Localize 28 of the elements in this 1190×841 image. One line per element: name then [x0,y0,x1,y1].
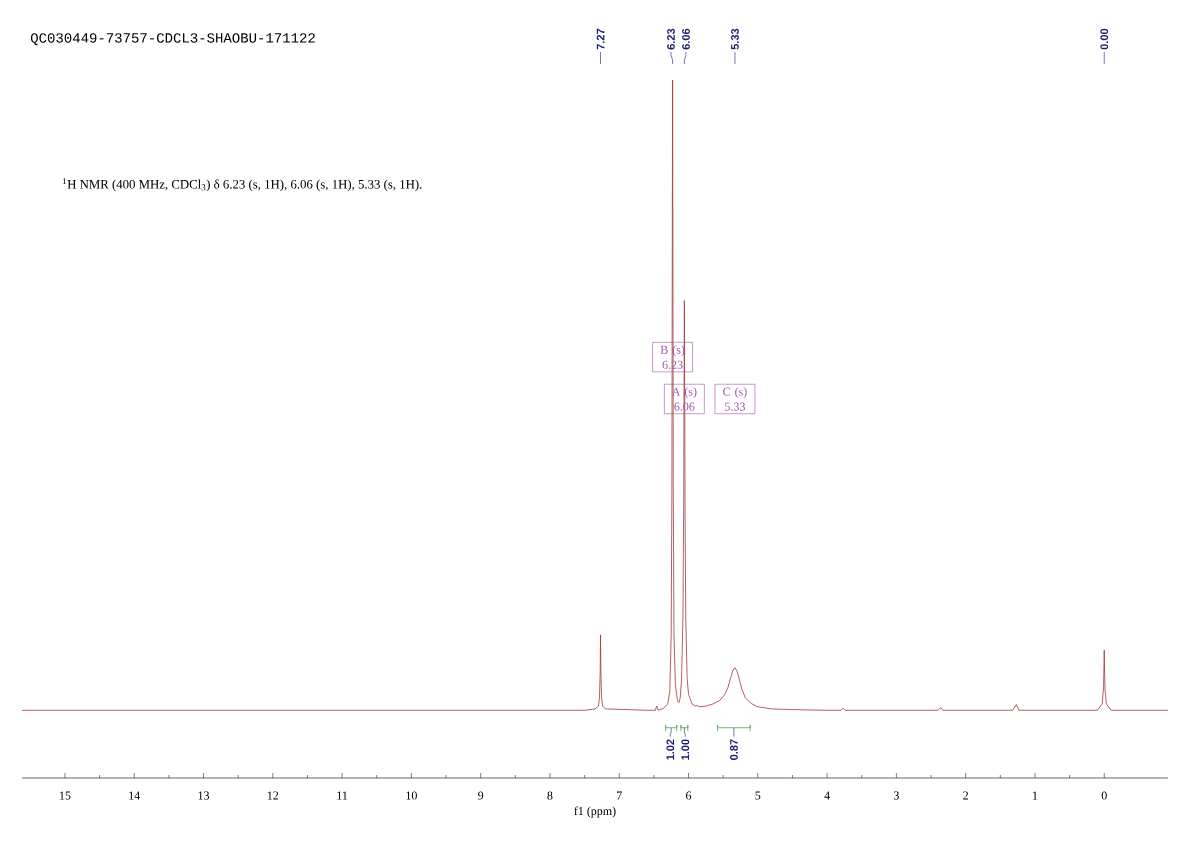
x-tick-label: 10 [406,791,417,800]
x-tick-label: 8 [547,791,553,800]
annotation: 5.33 [731,28,739,50]
x-tick-label: 2 [963,791,968,800]
chart-title: QC030449-73757-CDCL3-SHAOBU-171122 [30,33,315,46]
annotation: C (s) 5.33 [723,387,747,411]
x-tick-label: 4 [824,791,830,800]
annotation: 1.00 [681,739,690,760]
x-tick-label: 0 [1101,791,1107,800]
x-tick-label: 3 [893,791,899,800]
annotation: 0.87 [730,739,738,760]
annotation: $^{1}$H NMR (400 MHz, CDCl$_{3}$) δ 6.23 (s, 1H), 6.06 (s, 1H), 5.33 (s, 1H). [62,178,422,192]
x-tick-label: 9 [478,791,484,800]
annotation: 6.23 [667,28,675,50]
x-tick-label: 1 [1033,791,1038,800]
annotation: 6.06 [682,28,690,50]
x-tick-label: 12 [267,791,279,800]
x-tick-label: 11 [337,791,348,800]
x-tick-label: 7 [617,791,622,800]
x-tick-label: 13 [198,791,210,800]
annotation: 1.02 [666,739,675,760]
x-tick-label: 15 [60,791,71,800]
x-axis-title: f1 (ppm) [574,806,616,818]
x-tick-label: 14 [129,791,141,800]
x-tick-label: 6 [686,791,692,800]
annotation: 0.00 [1100,28,1109,50]
annotation: 7.27 [596,28,605,50]
x-tick-label: 5 [755,791,761,800]
